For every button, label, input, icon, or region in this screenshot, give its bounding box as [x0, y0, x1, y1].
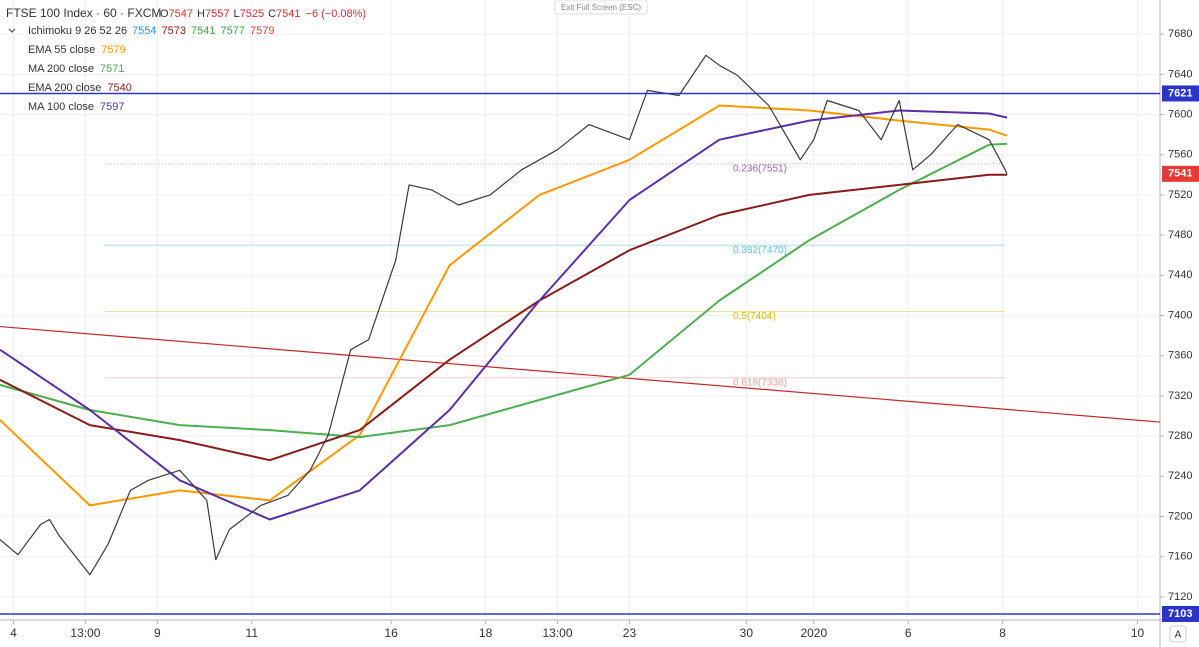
- fib-label: 0.382(7470): [733, 245, 787, 256]
- y-tick-label: 7440: [1168, 269, 1192, 281]
- last-price-label: 7541: [1168, 168, 1192, 180]
- axes: 7120 7160 7200 7240 7280 7320 7360 7400 7440 7480…: [10, 28, 1199, 640]
- y-tick-label: 7400: [1168, 309, 1192, 321]
- indicator-line: [0, 104, 1008, 507]
- legend-value: 7540: [107, 82, 131, 94]
- overlay: FTSE 100 Index · 60 · FXCM Exit Full Scr…: [6, 0, 1187, 643]
- legend-value: 7554: [132, 25, 156, 37]
- ohlc-value: 7541: [276, 8, 300, 20]
- indicator-line: [0, 142, 1008, 439]
- price-tag: [1162, 605, 1199, 622]
- y-tick-label: 7280: [1168, 430, 1192, 442]
- auto-scale-button[interactable]: [1169, 625, 1187, 643]
- y-tick-label: 7480: [1168, 229, 1192, 241]
- auto-scale-label: A: [1175, 630, 1182, 641]
- legend-label: Ichimoku 9 26 52 26: [28, 25, 127, 37]
- indicator-line: [0, 109, 1008, 521]
- x-tick-label: 6: [905, 626, 912, 640]
- legend-value: 7597: [100, 101, 124, 113]
- legend-value: 7571: [100, 63, 124, 75]
- x-tick-label: 10: [1131, 626, 1145, 640]
- ohlc-value: 7547: [169, 8, 193, 20]
- ohlc-key: L: [233, 8, 239, 20]
- exit-fullscreen-button[interactable]: [554, 0, 648, 15]
- y-tick-label: 7160: [1168, 551, 1192, 563]
- legend-value: 7579: [250, 25, 274, 37]
- fib-label: 0.236(7551): [733, 163, 787, 174]
- x-tick-label: 8: [999, 626, 1006, 640]
- ohlc-key: O: [160, 8, 169, 20]
- price-line: [0, 54, 1008, 576]
- y-tick-label: 7200: [1168, 510, 1192, 522]
- ohlc-value: 7557: [205, 8, 229, 20]
- x-tick-label: 9: [154, 626, 161, 640]
- exit-fullscreen-label: Exit Full Screen (ESC): [561, 3, 641, 12]
- y-tick-label: 7360: [1168, 350, 1192, 362]
- legend-value: 7573: [162, 25, 186, 37]
- ohlc-key: C: [268, 8, 276, 20]
- y-tick-label: 7320: [1168, 390, 1192, 402]
- legend-value: 7541: [191, 25, 215, 37]
- grid: [0, 0, 1160, 620]
- legend-label: EMA 55 close: [28, 44, 95, 56]
- y-tick-label: 7680: [1168, 28, 1192, 40]
- price-tag: [1162, 85, 1199, 102]
- trend-line: [0, 325, 1161, 423]
- legend-entry: MA 100 close 7597: [28, 101, 125, 113]
- x-tick-label: 16: [384, 626, 398, 640]
- ohlc-readout: O7547 H7557 L7525 C7541 −6 (−0.08%): [160, 8, 366, 20]
- legend-value: 7577: [221, 25, 245, 37]
- x-tick-label: 23: [623, 626, 637, 640]
- legend-label: MA 200 close: [28, 63, 94, 75]
- x-tick-label: 13:00: [543, 626, 573, 640]
- x-tick-label: 13:00: [70, 626, 100, 640]
- chart-title: FTSE 100 Index · 60 · FXCM: [6, 6, 161, 20]
- x-tick-label: 18: [479, 626, 493, 640]
- x-tick-label: 2020: [800, 626, 827, 640]
- y-tick-label: 7560: [1168, 149, 1192, 161]
- plot: 0.236(7551) 0.382(7470) 0.5(7404) 0.618(733…: [0, 54, 1161, 615]
- price-tag-label: 7621: [1168, 87, 1192, 99]
- legend-collapse-icon[interactable]: [8, 28, 16, 33]
- legend-value: 7579: [101, 44, 125, 56]
- y-tick-label: 7520: [1168, 189, 1192, 201]
- y-tick-label: 7120: [1168, 591, 1192, 603]
- legend-entry: EMA 55 close 7579: [28, 44, 126, 56]
- price-tag-label: 7103: [1168, 608, 1192, 620]
- y-tick-label: 7240: [1168, 470, 1192, 482]
- last-price-tag: [1162, 165, 1199, 182]
- ohlc-key: H: [197, 8, 205, 20]
- ichimoku-legend: Ichimoku 9 26 52 26 7554 7573 7541 7577 7579: [28, 25, 275, 37]
- legend-entry: EMA 200 close 7540: [28, 82, 132, 94]
- legend-label: MA 100 close: [28, 101, 94, 113]
- y-tick-label: 7640: [1168, 68, 1192, 80]
- y-tick-label: 7600: [1168, 108, 1192, 120]
- legend-label: EMA 200 close: [28, 82, 101, 94]
- x-tick-label: 4: [10, 626, 17, 640]
- x-tick-label: 11: [246, 626, 259, 640]
- x-tick-label: 30: [740, 626, 754, 640]
- change-value: −6 (−0.08%): [306, 8, 367, 20]
- legend-entry: MA 200 close 7571: [28, 63, 125, 75]
- fib-label: 0.5(7404): [733, 311, 776, 322]
- fib-label: 0.618(7338): [733, 377, 787, 388]
- ohlc-value: 7525: [240, 8, 264, 20]
